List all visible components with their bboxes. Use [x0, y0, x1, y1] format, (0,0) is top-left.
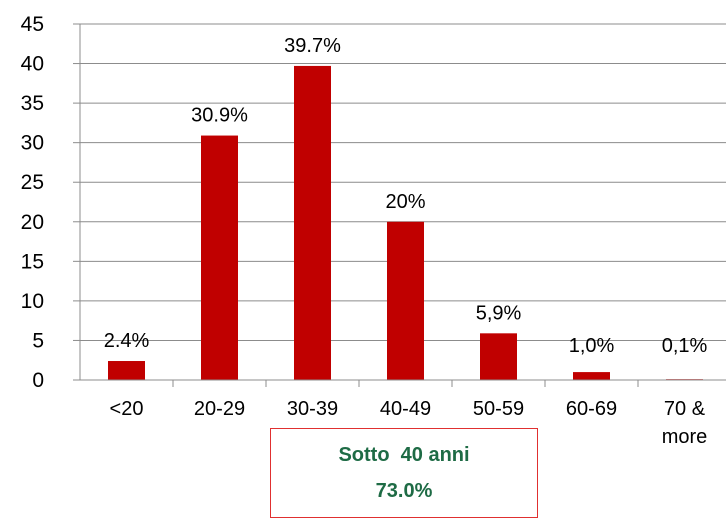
bar — [294, 65, 331, 380]
under-40-callout-box: Sotto 40 anni 73.0% — [270, 428, 538, 518]
y-tick-label: 10 — [21, 290, 44, 313]
category-label: 70 & — [664, 398, 706, 420]
data-label: 1,0% — [569, 335, 615, 357]
y-tick-label: 20 — [21, 211, 44, 234]
y-tick-label: 45 — [21, 13, 44, 36]
y-tick-label: 15 — [21, 250, 44, 273]
category-labels: <20 20-29 30-39 40-49 50-59 60-69 70 & more — [110, 398, 708, 448]
bar — [108, 361, 145, 380]
y-tick-label: 40 — [21, 53, 44, 76]
bar — [480, 333, 517, 380]
bar — [201, 135, 238, 380]
data-label: 0,1% — [662, 335, 708, 357]
y-tick-label: 0 — [32, 369, 44, 392]
data-labels: 2.4% 30.9% 39.7% 20% 5,9% 1,0% 0,1% — [104, 35, 708, 357]
bar — [387, 221, 424, 380]
callout-value: 73.0% — [375, 480, 433, 502]
category-label: 50-59 — [473, 398, 524, 420]
data-label: 39.7% — [284, 35, 341, 57]
y-tick-label: 35 — [21, 92, 44, 115]
category-label: 60-69 — [566, 398, 617, 420]
bars — [108, 65, 703, 380]
bar — [573, 372, 610, 380]
y-tick-label: 25 — [21, 171, 44, 194]
data-label: 20% — [385, 191, 425, 213]
category-label: 30-39 — [287, 398, 338, 420]
data-label: 30.9% — [191, 105, 248, 127]
category-label: more — [662, 426, 708, 448]
y-tick-label: 5 — [32, 329, 44, 352]
y-tick-label: 30 — [21, 132, 44, 155]
y-axis-ticks: 0 5 10 15 20 25 30 35 40 45 — [21, 13, 44, 392]
category-label: 20-29 — [194, 398, 245, 420]
data-label: 5,9% — [476, 302, 522, 324]
category-label: <20 — [110, 398, 144, 420]
category-label: 40-49 — [380, 398, 431, 420]
data-label: 2.4% — [104, 330, 150, 352]
callout-label: Sotto 40 anni — [338, 444, 470, 466]
